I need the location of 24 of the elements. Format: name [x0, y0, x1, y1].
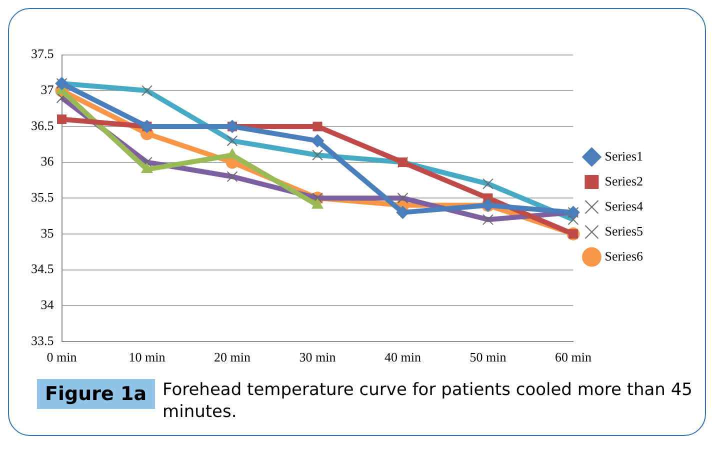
x-tick-label: 30 min [299, 350, 336, 365]
y-tick-label: 36.5 [31, 118, 54, 133]
legend-label: Series4 [604, 198, 644, 214]
text: Forehead temperature curve for patients cooled more than 45 minutes. [162, 379, 694, 423]
x-tick-label: 0 min [46, 350, 78, 365]
x-tick-label: 60 min [554, 350, 592, 365]
y-tick-label: 35.5 [31, 190, 54, 205]
y-tick-label: 33.5 [31, 332, 54, 348]
x-tick-label: 40 min [384, 350, 422, 365]
y-tick-label: 37.5 [31, 46, 54, 62]
y-tick-label: 36 [40, 154, 54, 169]
y-tick-label: 35 [40, 225, 54, 240]
card-frame: Series1 Series2 Series4 Series5 Series6 0 min 10 min 20 min 30 min 40 min 50 min 60 min 33.5 34 34.5 35 35.5 36 36.5 37 37.5 Figure 1a Forehead temperature curve for patients cooled more than 45 minutes. [8, 8, 706, 436]
text: Figure 1a [37, 379, 155, 409]
y-tick-label: 37 [40, 82, 54, 98]
x-tick-label: 20 min [214, 350, 251, 365]
x-tick-label: 50 min [470, 350, 507, 365]
legend-label: Series5 [604, 223, 644, 238]
y-tick-label: 34.5 [31, 261, 54, 276]
legend-label: Series1 [604, 148, 644, 164]
y-tick-label: 34 [40, 296, 54, 312]
x-tick-label: 10 min [128, 350, 166, 365]
legend-label: Series2 [604, 173, 644, 188]
legend-label: Series6 [604, 248, 644, 264]
